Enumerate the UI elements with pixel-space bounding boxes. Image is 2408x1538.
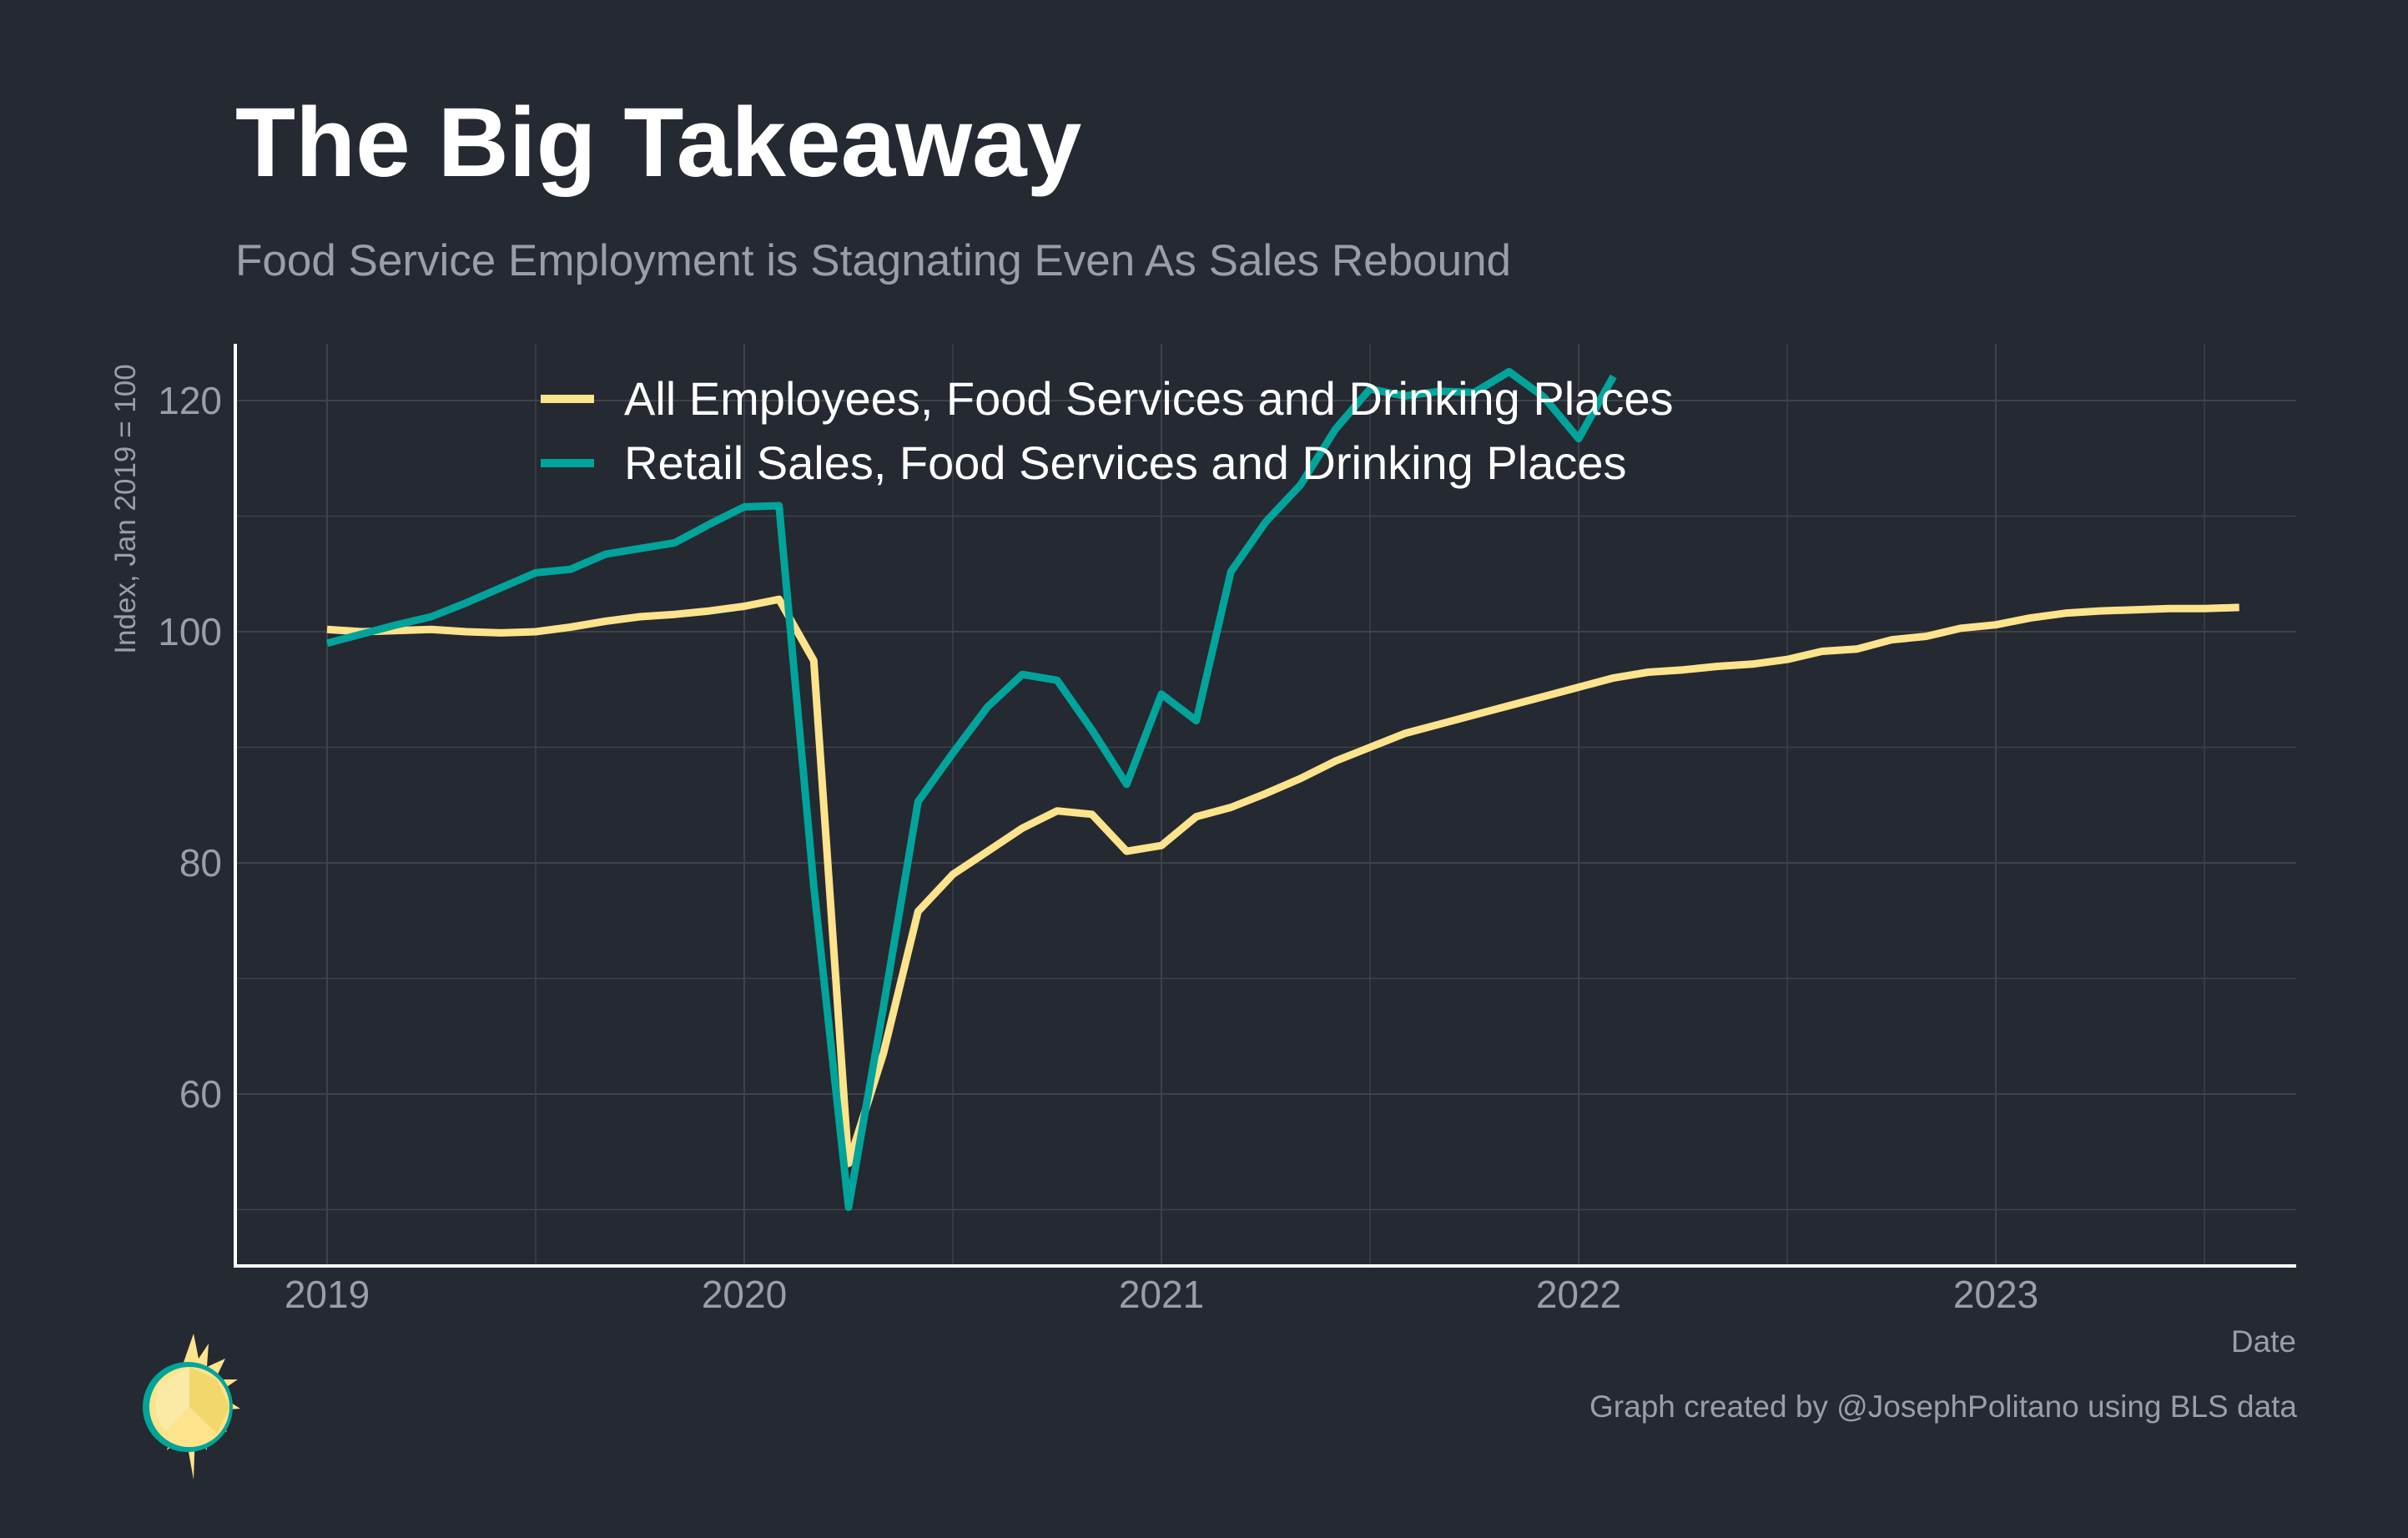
x-tick-label: 2021 [1119, 1273, 1204, 1316]
y-tick-label: 100 [158, 610, 222, 653]
chart-subtitle: Food Service Employment is Stagnating Ev… [235, 236, 1512, 285]
series-line-sales [325, 367, 1617, 1212]
legend-label: All Employees, Food Services and Drinkin… [624, 372, 1673, 425]
x-axis-title: Date [2231, 1324, 2296, 1359]
source-caption: Graph created by @JosephPolitano using B… [1589, 1389, 2297, 1424]
x-tick-label: 2023 [1953, 1273, 2038, 1316]
chart-title: The Big Takeaway [235, 88, 1082, 198]
legend: All Employees, Food Services and Drinkin… [541, 372, 1673, 489]
x-tick-label: 2020 [702, 1273, 787, 1316]
y-tick-label: 120 [158, 379, 222, 422]
legend-label: Retail Sales, Food Services and Drinking… [624, 436, 1626, 489]
series-lines [325, 367, 2239, 1212]
y-axis-title: Index, Jan 2019 = 100 [109, 364, 142, 653]
x-tick-label: 2022 [1536, 1273, 1621, 1316]
series-line-employees [326, 595, 2239, 1167]
y-tick-label: 60 [179, 1072, 222, 1116]
sun-logo-icon [143, 1334, 240, 1480]
y-tick-label: 80 [179, 841, 222, 885]
x-tick-label: 2019 [285, 1273, 370, 1316]
axes: 2019 2020 2021 2022 2023 60 80 100 120 Date Index,… [109, 344, 2296, 1359]
